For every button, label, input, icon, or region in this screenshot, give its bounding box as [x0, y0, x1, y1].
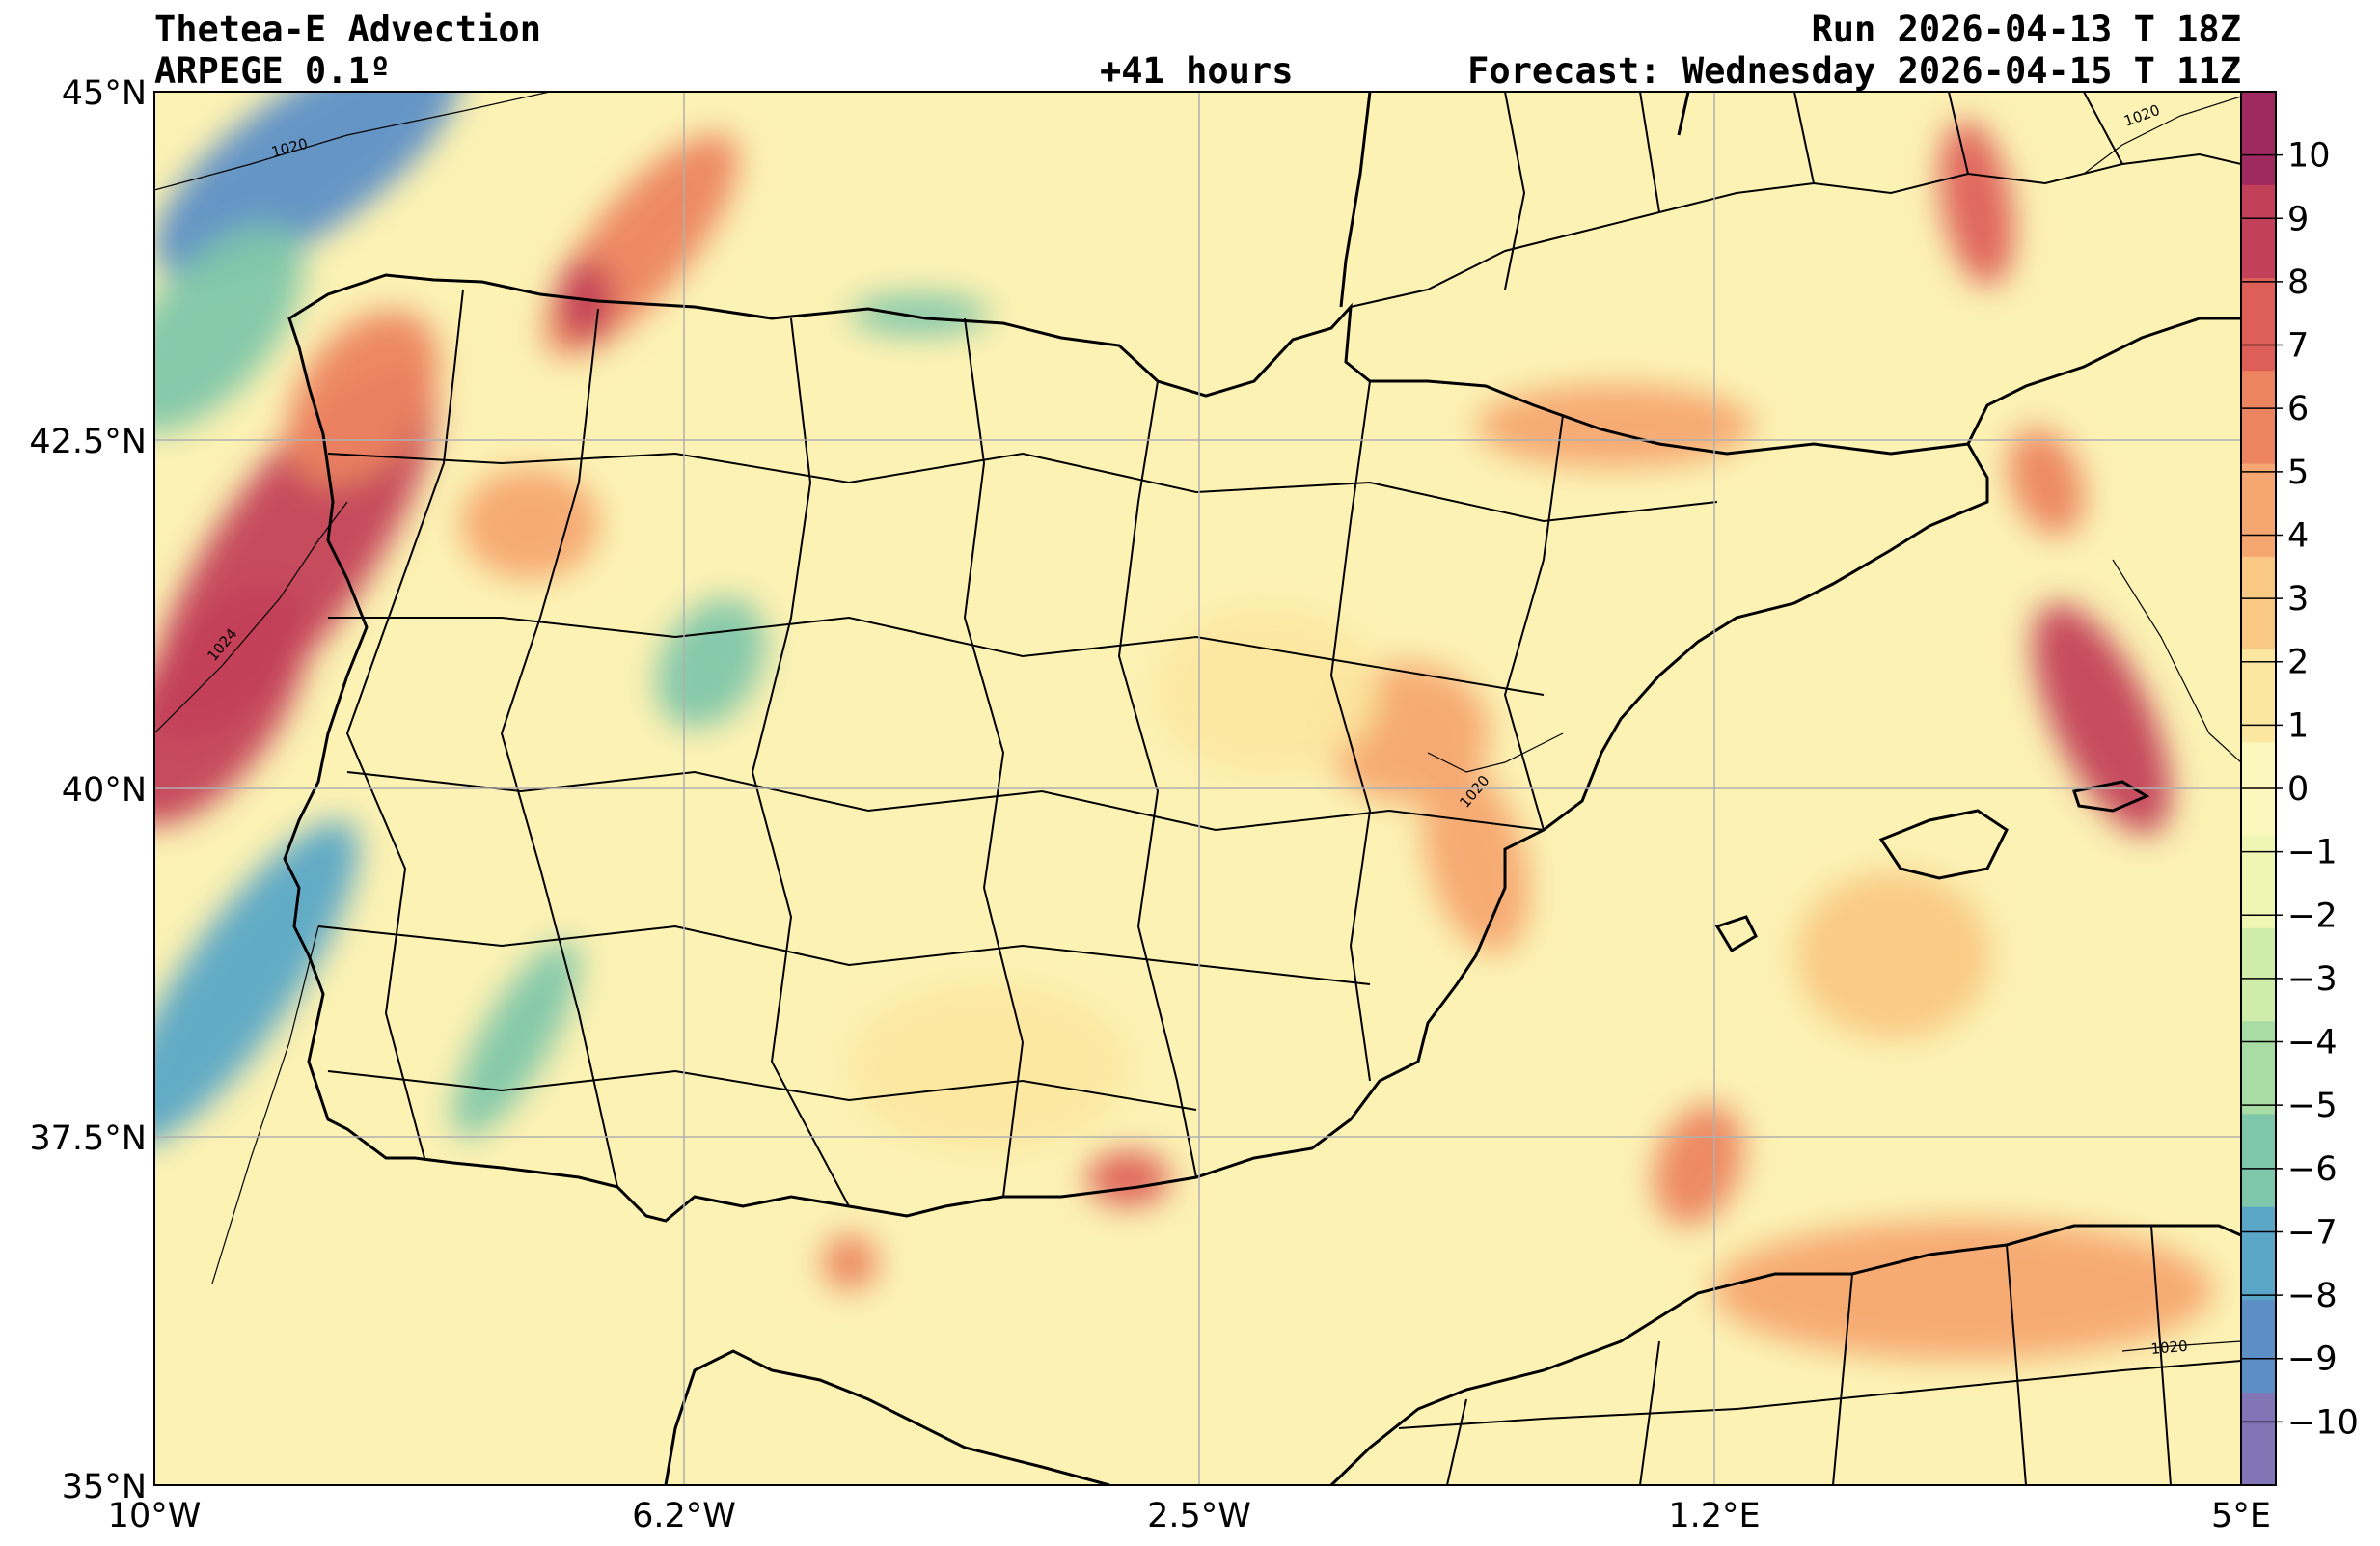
- colorbar-tick-label: −6: [2287, 1150, 2338, 1189]
- iberia-coastline: [283, 273, 1989, 1223]
- colorbar-segment: [2241, 556, 2276, 650]
- colorbar-segment: [2241, 370, 2276, 464]
- advection-blob: [849, 983, 1129, 1151]
- advection-blob: [1475, 384, 1755, 468]
- advection-blob: [1939, 120, 2014, 287]
- ibiza-island: [1714, 915, 1758, 953]
- lead-time: +41 hours: [1100, 50, 1294, 92]
- forecast-time: Forecast: Wednesday 2026-04-15 T 11Z: [1467, 50, 2241, 92]
- lat-tick-label: 35°N: [62, 1468, 147, 1506]
- lon-tick-label: 10°W: [108, 1497, 202, 1535]
- colorbar-tick-label: 2: [2287, 644, 2309, 682]
- advection-blob: [1795, 871, 1991, 1039]
- model-name: ARPEGE 0.1º: [154, 50, 392, 92]
- province-borders: [317, 289, 1718, 1207]
- run-time: Run 2026-04-13 T 18Z: [1811, 9, 2241, 50]
- colorbar-segment: [2241, 92, 2276, 185]
- france-coastline: [1339, 92, 2241, 445]
- colorbar-tick-label: 3: [2287, 580, 2309, 619]
- graticule: [154, 92, 2241, 1485]
- africa-coastline: [664, 1224, 2241, 1485]
- colorbar-segment: [2241, 1392, 2276, 1486]
- colorbar-tick-label: −5: [2287, 1087, 2338, 1125]
- lat-tick-label: 37.5°N: [29, 1119, 147, 1158]
- advection-blob: [1156, 607, 1379, 775]
- advection-blob: [850, 293, 990, 336]
- colorbar-segment: [2241, 1206, 2276, 1300]
- map-title: Thetea-E Advection: [154, 9, 541, 50]
- advection-blob: [1422, 762, 1530, 953]
- advection-blob: [460, 467, 600, 580]
- colorbar-tick-label: 5: [2287, 454, 2309, 492]
- advection-blob: [1086, 1150, 1170, 1207]
- lat-tick-label: 40°N: [62, 771, 147, 810]
- colorbar-tick-label: 4: [2287, 516, 2309, 555]
- colorbar-segment: [2241, 649, 2276, 743]
- colorbar-tick-label: 7: [2287, 327, 2309, 366]
- advection-blob: [154, 224, 304, 433]
- advection-blob: [2033, 603, 2172, 835]
- colorbar-segment: [2241, 1020, 2276, 1115]
- colorbar-tick-label: 6: [2287, 390, 2309, 428]
- colorbar-tick-label: −3: [2287, 960, 2338, 999]
- colorbar-tick-label: −2: [2287, 897, 2338, 935]
- africa-borders: [1398, 1225, 2241, 1485]
- lat-axis: 45°N 42.5°N 40°N 37.5°N 35°N: [29, 74, 147, 1506]
- advection-blob: [1712, 1220, 2214, 1361]
- colorbar-segment: [2241, 184, 2276, 279]
- colorbar-tick-label: −9: [2287, 1340, 2338, 1379]
- advection-field: 1020 1024 1020 1020 1020: [154, 92, 2241, 1485]
- menorca-island: [2072, 780, 2150, 813]
- advection-blob: [154, 92, 461, 281]
- colorbar-segment: [2241, 1113, 2276, 1207]
- france-borders: [1350, 92, 2241, 308]
- colorbar-segment: [2241, 1299, 2276, 1394]
- lon-tick-label: 5°E: [2211, 1497, 2271, 1535]
- colorbar-tick-label: −4: [2287, 1024, 2338, 1063]
- advection-blob: [1654, 1104, 1743, 1226]
- colorbar-tick-label: −1: [2287, 834, 2338, 872]
- colorbar-segment: [2241, 463, 2276, 557]
- colorbar-tick-label: 9: [2287, 200, 2309, 238]
- isobar-label: 1020: [2150, 1338, 2189, 1358]
- lon-axis: 10°W 6.2°W 2.5°W 1.2°E 5°E: [108, 1497, 2271, 1535]
- lon-tick-label: 2.5°W: [1147, 1497, 1251, 1535]
- advection-blob: [2008, 428, 2085, 536]
- colorbar-segment: [2241, 277, 2276, 372]
- lon-tick-label: 6.2°W: [632, 1497, 736, 1535]
- colorbar-segment: [2241, 927, 2276, 1022]
- advection-blob: [154, 584, 309, 826]
- mallorca-island: [1878, 809, 2009, 880]
- isobar-lines: [154, 92, 2241, 1352]
- lon-tick-label: 1.2°E: [1668, 1497, 1760, 1535]
- colorbar-tick-label: −8: [2287, 1277, 2338, 1315]
- colorbar-tick-label: 0: [2287, 770, 2309, 809]
- colorbar-tick-label: 1: [2287, 706, 2309, 745]
- colorbar-tick-label: 10: [2287, 137, 2331, 176]
- advection-blob: [822, 1234, 878, 1290]
- colorbar-tick-label: 8: [2287, 263, 2309, 302]
- colorbar-tick-label: −7: [2287, 1213, 2338, 1252]
- lat-tick-label: 42.5°N: [29, 423, 147, 461]
- lat-tick-label: 45°N: [62, 74, 147, 113]
- colorbar-tick-label: −10: [2287, 1403, 2359, 1442]
- colorbar-segment: [2241, 835, 2276, 928]
